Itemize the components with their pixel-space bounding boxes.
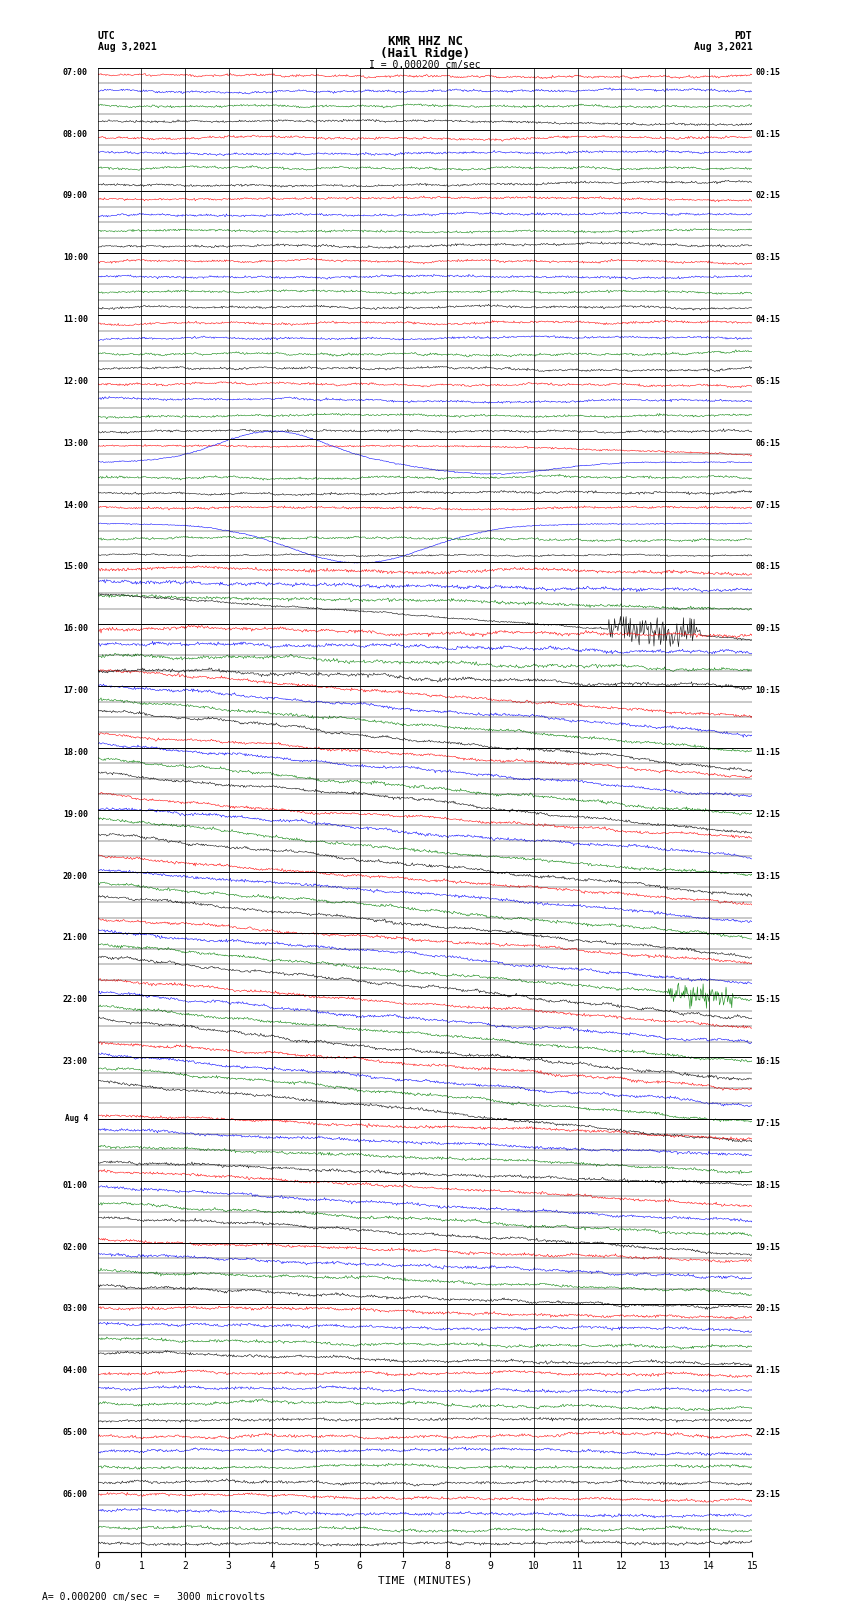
Text: 17:15: 17:15 — [756, 1119, 780, 1127]
Text: PDT: PDT — [734, 31, 752, 40]
Text: A= 0.000200 cm/sec =   3000 microvolts: A= 0.000200 cm/sec = 3000 microvolts — [42, 1592, 266, 1602]
Text: 23:15: 23:15 — [756, 1490, 780, 1498]
Text: 10:15: 10:15 — [756, 686, 780, 695]
Text: 17:00: 17:00 — [63, 686, 88, 695]
Text: 15:15: 15:15 — [756, 995, 780, 1005]
Text: 23:00: 23:00 — [63, 1057, 88, 1066]
Text: 21:00: 21:00 — [63, 934, 88, 942]
Text: 07:15: 07:15 — [756, 500, 780, 510]
Text: Aug 4: Aug 4 — [65, 1115, 88, 1123]
Text: 10:00: 10:00 — [63, 253, 88, 263]
Text: Aug 3,2021: Aug 3,2021 — [694, 42, 752, 52]
Text: I = 0.000200 cm/sec: I = 0.000200 cm/sec — [369, 60, 481, 69]
Text: KMR HHZ NC: KMR HHZ NC — [388, 35, 462, 48]
Text: 09:15: 09:15 — [756, 624, 780, 634]
Text: 18:15: 18:15 — [756, 1181, 780, 1190]
Text: 03:00: 03:00 — [63, 1305, 88, 1313]
Text: 20:00: 20:00 — [63, 871, 88, 881]
Text: 02:15: 02:15 — [756, 192, 780, 200]
Text: 05:00: 05:00 — [63, 1428, 88, 1437]
Text: Aug 3,2021: Aug 3,2021 — [98, 42, 156, 52]
Text: 01:00: 01:00 — [63, 1181, 88, 1190]
Text: 06:00: 06:00 — [63, 1490, 88, 1498]
Text: 18:00: 18:00 — [63, 748, 88, 756]
Text: 01:15: 01:15 — [756, 129, 780, 139]
Text: 02:00: 02:00 — [63, 1242, 88, 1252]
Text: (Hail Ridge): (Hail Ridge) — [380, 47, 470, 60]
Text: 13:00: 13:00 — [63, 439, 88, 448]
Text: 16:00: 16:00 — [63, 624, 88, 634]
Text: 06:15: 06:15 — [756, 439, 780, 448]
Text: UTC: UTC — [98, 31, 116, 40]
Text: 05:15: 05:15 — [756, 377, 780, 386]
Text: 16:15: 16:15 — [756, 1057, 780, 1066]
Text: 08:00: 08:00 — [63, 129, 88, 139]
Text: 14:15: 14:15 — [756, 934, 780, 942]
Text: 11:00: 11:00 — [63, 315, 88, 324]
Text: 19:00: 19:00 — [63, 810, 88, 819]
Text: 03:15: 03:15 — [756, 253, 780, 263]
X-axis label: TIME (MINUTES): TIME (MINUTES) — [377, 1576, 473, 1586]
Text: 11:15: 11:15 — [756, 748, 780, 756]
Text: 22:00: 22:00 — [63, 995, 88, 1005]
Text: 08:15: 08:15 — [756, 563, 780, 571]
Text: 09:00: 09:00 — [63, 192, 88, 200]
Text: 07:00: 07:00 — [63, 68, 88, 77]
Text: 22:15: 22:15 — [756, 1428, 780, 1437]
Text: 15:00: 15:00 — [63, 563, 88, 571]
Text: 14:00: 14:00 — [63, 500, 88, 510]
Text: 04:00: 04:00 — [63, 1366, 88, 1376]
Text: 12:00: 12:00 — [63, 377, 88, 386]
Text: 19:15: 19:15 — [756, 1242, 780, 1252]
Text: 20:15: 20:15 — [756, 1305, 780, 1313]
Text: 12:15: 12:15 — [756, 810, 780, 819]
Text: 13:15: 13:15 — [756, 871, 780, 881]
Text: 00:15: 00:15 — [756, 68, 780, 77]
Text: 21:15: 21:15 — [756, 1366, 780, 1376]
Text: 04:15: 04:15 — [756, 315, 780, 324]
